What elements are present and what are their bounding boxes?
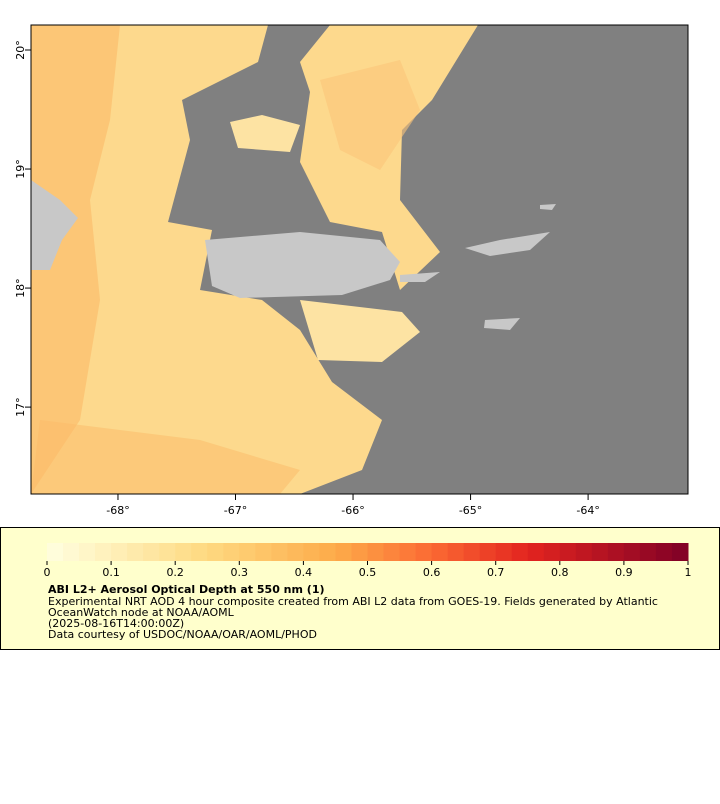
colorbar-segment xyxy=(479,543,497,561)
land xyxy=(465,232,550,256)
aod-field xyxy=(300,300,420,362)
colorbar-segment xyxy=(303,543,320,561)
colorbar-segment xyxy=(623,543,641,561)
land xyxy=(205,232,400,298)
colorbar-segment xyxy=(175,543,192,561)
colorbar-segment xyxy=(511,543,529,561)
colorbar-tick-label: 0.1 xyxy=(102,566,120,579)
x-tick-label: -65° xyxy=(459,504,482,517)
land xyxy=(31,180,78,270)
map-frame xyxy=(30,24,689,495)
aod-field xyxy=(230,115,300,152)
colorbar-tick-label: 0.3 xyxy=(231,566,249,579)
colorbar-segment xyxy=(575,543,593,561)
colorbar-segment xyxy=(591,543,609,561)
colorbar-segment xyxy=(367,543,385,561)
legend-title: ABI L2+ Aerosol Optical Depth at 550 nm … xyxy=(48,583,325,596)
y-tick-label: 18° xyxy=(14,278,27,298)
colorbar-segment xyxy=(95,543,112,561)
colorbar-segment xyxy=(287,543,304,561)
legend-note: OceanWatch node at NOAA/AOML xyxy=(48,606,235,619)
colorbar-segment xyxy=(463,543,481,561)
colorbar-segment xyxy=(607,543,625,561)
colorbar-segment xyxy=(415,543,433,561)
colorbar-segment xyxy=(255,543,272,561)
colorbar-segment xyxy=(63,543,80,561)
colorbar-segment xyxy=(527,543,545,561)
colorbar-segment xyxy=(159,543,176,561)
colorbar-segment xyxy=(671,543,689,561)
colorbar-segment xyxy=(495,543,513,561)
x-tick-label: -66° xyxy=(341,504,364,517)
colorbar-segment xyxy=(207,543,224,561)
legend-note: Data courtesy of USDOC/NOAA/OAR/AOML/PHO… xyxy=(48,628,317,641)
map xyxy=(30,24,689,495)
legend-note: Experimental NRT AOD 4 hour composite cr… xyxy=(48,595,658,608)
y-tick-label: 17° xyxy=(14,397,27,417)
colorbar-segment xyxy=(271,543,288,561)
colorbar-segment xyxy=(47,543,64,561)
colorbar-segment xyxy=(335,543,352,561)
colorbar-tick-label: 0.9 xyxy=(615,566,633,579)
land xyxy=(484,318,520,330)
colorbar-tick-label: 0.7 xyxy=(487,566,505,579)
colorbar-segment xyxy=(79,543,96,561)
colorbar-tick-label: 0 xyxy=(44,566,51,579)
colorbar-segment xyxy=(447,543,465,561)
colorbar-tick-label: 0.2 xyxy=(166,566,184,579)
aod-field xyxy=(320,60,420,170)
x-tick-label: -64° xyxy=(576,504,599,517)
colorbar-segment xyxy=(655,543,673,561)
colorbar-segment xyxy=(639,543,657,561)
colorbar-segment xyxy=(223,543,240,561)
colorbar-segment xyxy=(383,543,401,561)
land xyxy=(400,272,440,282)
colorbar-tick-label: 0.6 xyxy=(423,566,441,579)
colorbar-tick-label: 1 xyxy=(685,566,692,579)
colorbar-tick-label: 0.8 xyxy=(551,566,569,579)
x-tick-label: -67° xyxy=(224,504,247,517)
aod-field xyxy=(31,25,120,494)
y-tick-label: 20° xyxy=(14,40,27,60)
colorbar-segment xyxy=(127,543,144,561)
aod-field xyxy=(31,420,300,494)
colorbar-segment xyxy=(111,543,128,561)
aod-field xyxy=(31,25,382,494)
legend-note: (2025-08-16T14:00:00Z) xyxy=(48,617,184,630)
y-tick-label: 19° xyxy=(14,159,27,179)
colorbar-segment xyxy=(431,543,449,561)
colorbar-tick-label: 0.5 xyxy=(359,566,377,579)
x-tick-label: -68° xyxy=(106,504,129,517)
colorbar-segment xyxy=(559,543,577,561)
colorbar-tick-label: 0.4 xyxy=(295,566,313,579)
colorbar-segment xyxy=(351,543,368,561)
colorbar-segment xyxy=(143,543,160,561)
land xyxy=(540,204,556,210)
colorbar-segment xyxy=(399,543,417,561)
colorbar-segment xyxy=(543,543,561,561)
colorbar-segment xyxy=(319,543,336,561)
colorbar-segment xyxy=(239,543,256,561)
colorbar-segment xyxy=(191,543,208,561)
